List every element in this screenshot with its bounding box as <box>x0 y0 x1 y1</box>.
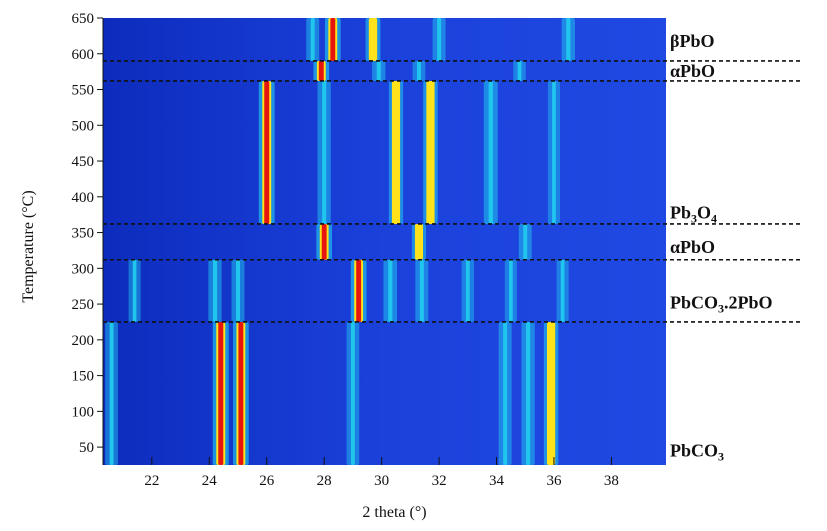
peak-0-2 <box>238 321 244 465</box>
y-tick-label: 600 <box>72 47 95 63</box>
peak-0-5 <box>526 321 531 465</box>
y-tick-label: 100 <box>72 404 95 420</box>
peak-5-0 <box>310 18 315 61</box>
y-axis-title: Temperature (°C) <box>20 190 37 302</box>
peak-4-3 <box>517 60 522 81</box>
x-tick-label: 26 <box>259 473 275 489</box>
y-tick-label: 250 <box>72 297 95 313</box>
y-axis: 50 100 150 200 250 300 350 400 450 500 550 600 650 <box>72 11 104 465</box>
peak-1-2 <box>236 259 241 322</box>
peak-0-4 <box>503 321 508 465</box>
peak-0-1 <box>218 321 224 465</box>
phase-label: βPbO <box>670 31 715 51</box>
y-tick-label: 150 <box>72 369 95 385</box>
peak-4-2 <box>417 60 421 81</box>
x-tick-label: 22 <box>144 473 159 489</box>
peak-3-2 <box>393 80 399 224</box>
phase-label: PbCO3 <box>670 441 724 464</box>
y-tick-label: 650 <box>72 11 95 27</box>
peak-2-1 <box>416 223 422 260</box>
peak-0-3 <box>350 321 355 465</box>
y-tick-label: 400 <box>72 190 95 206</box>
diffraction-peaks <box>105 18 575 465</box>
y-tick-label: 450 <box>72 154 95 170</box>
peak-0-0 <box>109 321 114 465</box>
peak-2-0 <box>321 223 327 260</box>
plot-background <box>103 18 666 465</box>
phase-label: Pb3O4 <box>670 203 717 226</box>
x-tick-label: 38 <box>604 473 619 489</box>
peak-3-1 <box>322 80 327 224</box>
x-tick-label: 34 <box>489 473 505 489</box>
peak-3-0 <box>264 80 270 224</box>
phase-label: αPbO <box>670 61 715 81</box>
phase-labels: βPbO αPbO Pb3O4 αPbO PbCO3.2PbO PbCO3 <box>670 31 773 464</box>
plot-area <box>103 18 666 465</box>
y-tick-label: 50 <box>79 440 94 456</box>
peak-0-6 <box>548 321 554 465</box>
y-tick-label: 300 <box>72 261 95 277</box>
peak-1-3 <box>356 259 362 322</box>
y-tick-label: 550 <box>72 83 95 99</box>
peak-3-4 <box>488 80 493 224</box>
x-tick-label: 30 <box>374 473 389 489</box>
peak-4-1 <box>376 60 381 81</box>
peak-4-0 <box>318 60 324 81</box>
y-tick-label: 200 <box>72 333 95 349</box>
peak-3-5 <box>552 80 556 224</box>
peak-1-4 <box>388 259 393 322</box>
peak-5-2 <box>370 18 376 61</box>
peak-1-1 <box>212 259 218 322</box>
phase-label: αPbO <box>670 237 715 257</box>
x-tick-label: 36 <box>546 473 562 489</box>
peak-1-7 <box>509 259 513 322</box>
y-tick-label: 350 <box>72 226 95 242</box>
peak-3-3 <box>428 80 433 224</box>
x-axis-title: 2 theta (°) <box>362 504 426 521</box>
peak-1-8 <box>560 259 565 322</box>
peak-1-0 <box>132 259 137 322</box>
phase-label: PbCO3.2PbO <box>670 293 773 316</box>
x-tick-label: 28 <box>317 473 332 489</box>
peak-1-5 <box>419 259 424 322</box>
x-axis: 22 24 26 28 30 32 34 36 38 <box>144 457 619 489</box>
x-tick-label: 32 <box>432 473 447 489</box>
peak-2-2 <box>523 223 528 260</box>
peak-1-6 <box>465 259 470 322</box>
y-tick-label: 500 <box>72 118 95 134</box>
peak-5-4 <box>566 18 571 61</box>
peak-5-3 <box>437 18 442 61</box>
x-tick-label: 24 <box>202 473 218 489</box>
peak-5-1 <box>330 18 336 61</box>
